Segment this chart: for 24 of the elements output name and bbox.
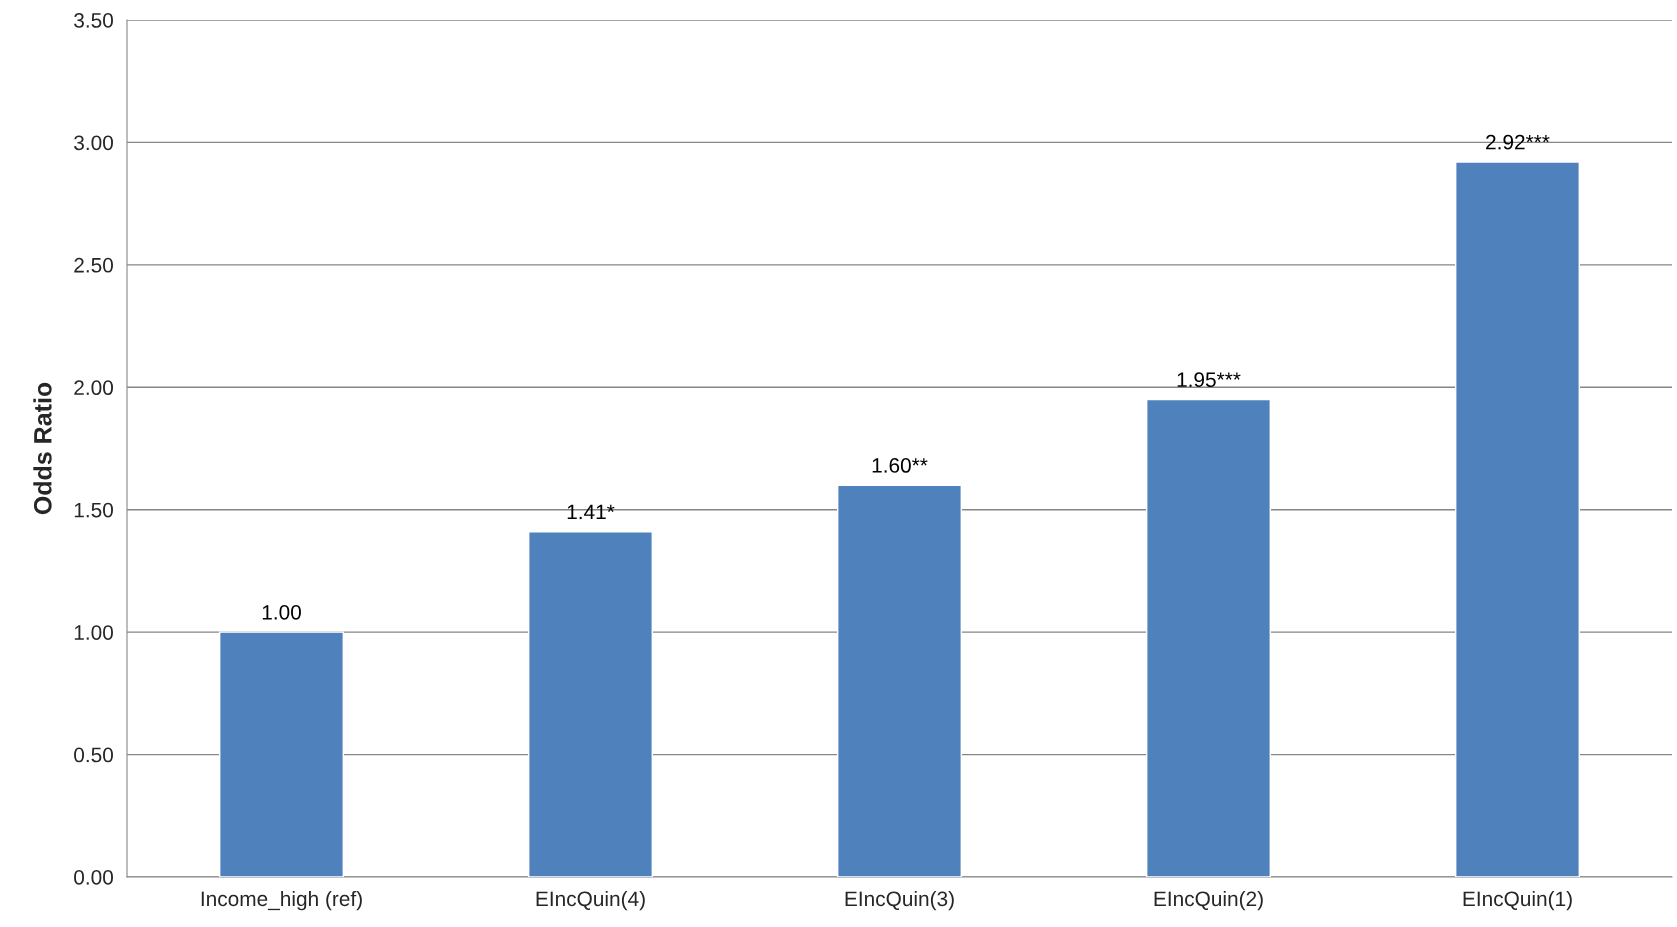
y-tick-label: 3.50 [74,13,113,28]
bar [1455,161,1580,877]
bar [528,531,653,877]
x-tick-label: EIncQuin(2) [1154,890,1263,911]
y-tick-label: 0.00 [74,870,113,885]
x-tick-label: Income_high (ref) [201,890,362,911]
y-tick-label: 1.00 [74,625,113,640]
data-label: 1.41* [567,504,615,520]
x-tick-label: EIncQuin(3) [845,890,954,911]
y-tick-label: 1.50 [74,502,113,518]
y-tick-label: 3.00 [74,135,113,151]
y-tick-label: 2.00 [74,380,113,396]
data-label: 2.92*** [1486,134,1550,150]
data-label: 1.00 [262,604,301,620]
y-tick-label: 0.50 [74,747,113,763]
y-tick-label: 2.50 [74,257,113,273]
data-label: 1.95*** [1177,372,1241,388]
y-axis-title: Odds Ratio [33,382,52,515]
x-tick-label: EIncQuin(4) [536,890,645,911]
bar [837,484,962,877]
x-tick-label: EIncQuin(1) [1463,890,1572,911]
bar [1146,398,1271,877]
bar [219,631,344,877]
data-label: 1.60** [872,458,928,473]
